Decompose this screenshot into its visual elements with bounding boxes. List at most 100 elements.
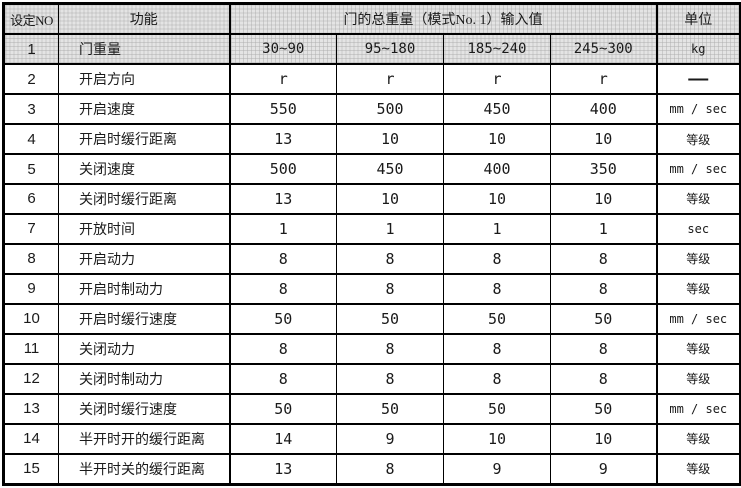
cell-function: 开启时制动力 (58, 272, 230, 305)
cell-function: 开启动力 (58, 242, 230, 275)
cell-value: 8 (228, 362, 337, 395)
cell-value: 450 (336, 153, 444, 185)
cell-function: 开启速度 (58, 93, 230, 126)
cell-value: 10 (336, 123, 444, 156)
table-row: 14 半开时开的缓行距离 14 9 10 10 等级 (3, 422, 741, 455)
cell-value: r (228, 63, 337, 96)
cell-value: 8 (336, 242, 444, 275)
cell-value: 8 (228, 242, 337, 275)
cell-value: 50 (228, 302, 337, 335)
cell-value: 550 (228, 93, 337, 126)
cell-value: 13 (228, 452, 337, 486)
cell-setting-no: 7 (3, 212, 59, 245)
cell-value: 50 (228, 392, 337, 425)
cell-value: 450 (443, 93, 551, 126)
cell-value: 400 (443, 153, 551, 185)
table-row: 1 门重量 30~90 95~180 185~240 245~300 kg (3, 33, 741, 66)
header-function: 功能 (58, 2, 230, 36)
cell-value: 10 (443, 422, 551, 455)
cell-value: 350 (550, 153, 657, 185)
table-row: 5 关闭速度 500 450 400 350 mm / sec (3, 153, 741, 185)
table-row: 9 开启时制动力 8 8 8 8 等级 (3, 272, 741, 305)
cell-value: 1 (443, 212, 551, 245)
header-unit: 单位 (655, 2, 741, 36)
cell-value: 8 (443, 362, 551, 395)
cell-weight-range: 95~180 (336, 33, 444, 66)
cell-setting-no: 8 (3, 242, 59, 275)
cell-value: 8 (336, 272, 444, 305)
cell-value: 8 (443, 332, 551, 365)
cell-weight-range: 245~300 (550, 33, 657, 66)
cell-setting-no: 15 (3, 452, 59, 486)
cell-value: 8 (550, 272, 657, 305)
cell-unit: 等级 (655, 452, 741, 486)
table-row: 13 关闭时缓行速度 50 50 50 50 mm / sec (3, 392, 741, 425)
cell-value: 1 (550, 212, 657, 245)
cell-value: 8 (550, 242, 657, 275)
cell-value: 9 (336, 422, 444, 455)
cell-setting-no: 12 (3, 362, 59, 395)
header-setting-no: 设定NO (3, 2, 59, 36)
cell-value: 13 (228, 123, 337, 156)
cell-value: 8 (550, 332, 657, 365)
cell-setting-no: 11 (3, 332, 59, 365)
cell-value: 10 (550, 183, 657, 215)
table-row: 2 开启方向 r r r r — (3, 63, 741, 96)
cell-setting-no: 1 (3, 33, 59, 66)
cell-value: 14 (228, 422, 337, 455)
cell-unit: 等级 (655, 422, 741, 455)
table-row: 4 开启时缓行距离 13 10 10 10 等级 (3, 123, 741, 156)
cell-function: 开启方向 (58, 63, 230, 96)
cell-weight-range: 185~240 (443, 33, 551, 66)
cell-unit: mm / sec (655, 302, 741, 335)
cell-value: 8 (336, 362, 444, 395)
cell-setting-no: 14 (3, 422, 59, 455)
cell-unit: 等级 (655, 332, 741, 365)
cell-value: 8 (336, 452, 444, 486)
cell-unit: kg (655, 33, 741, 66)
cell-value: 9 (443, 452, 551, 486)
cell-value: 50 (336, 302, 444, 335)
table-row: 10 开启时缓行速度 50 50 50 50 mm / sec (3, 302, 741, 335)
table-row: 3 开启速度 550 500 450 400 mm / sec (3, 93, 741, 126)
cell-setting-no: 3 (3, 93, 59, 126)
cell-function: 关闭时制动力 (58, 362, 230, 395)
cell-value: r (550, 63, 657, 96)
cell-setting-no: 9 (3, 272, 59, 305)
cell-unit: sec (655, 212, 741, 245)
cell-value: 50 (550, 392, 657, 425)
cell-weight-range: 30~90 (228, 33, 337, 66)
cell-value: 8 (443, 242, 551, 275)
cell-function: 关闭速度 (58, 153, 230, 185)
cell-value: 50 (336, 392, 444, 425)
cell-function: 开启时缓行速度 (58, 302, 230, 335)
cell-value: 10 (443, 123, 551, 156)
cell-function: 关闭动力 (58, 332, 230, 365)
cell-value: 400 (550, 93, 657, 126)
cell-function: 开启时缓行距离 (58, 123, 230, 156)
table-row: 6 关闭时缓行距离 13 10 10 10 等级 (3, 183, 741, 215)
cell-value: 50 (443, 392, 551, 425)
cell-function: 开放时间 (58, 212, 230, 245)
cell-value: 13 (228, 183, 337, 215)
cell-setting-no: 4 (3, 123, 59, 156)
cell-unit: mm / sec (655, 93, 741, 126)
cell-value: 50 (550, 302, 657, 335)
cell-unit: 等级 (655, 362, 741, 395)
cell-value: 8 (336, 332, 444, 365)
cell-value: 10 (336, 183, 444, 215)
cell-function: 半开时关的缓行距离 (58, 452, 230, 486)
cell-setting-no: 6 (3, 183, 59, 215)
cell-unit: 等级 (655, 242, 741, 275)
cell-value: r (336, 63, 444, 96)
cell-unit: mm / sec (655, 392, 741, 425)
cell-value: r (443, 63, 551, 96)
cell-function: 关闭时缓行距离 (58, 183, 230, 215)
cell-value: 1 (336, 212, 444, 245)
cell-function: 门重量 (58, 33, 230, 66)
cell-value: 10 (443, 183, 551, 215)
cell-value: 8 (228, 332, 337, 365)
cell-setting-no: 13 (3, 392, 59, 425)
